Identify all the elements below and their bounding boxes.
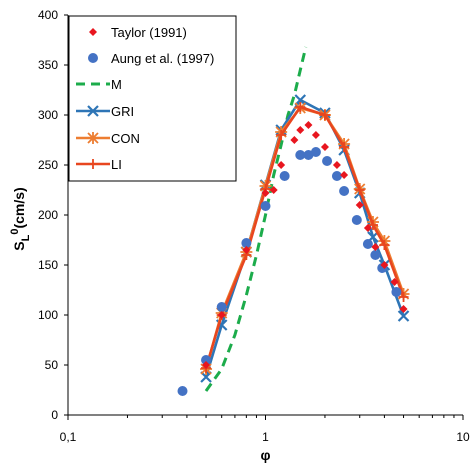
data-point bbox=[340, 171, 349, 179]
series-aung-et-al-1997 bbox=[177, 147, 402, 396]
data-point bbox=[241, 238, 252, 248]
data-point bbox=[279, 171, 290, 181]
data-point bbox=[261, 189, 270, 197]
legend-marker bbox=[89, 28, 97, 36]
y-axis-title-base: S bbox=[11, 241, 27, 250]
data-point bbox=[177, 386, 188, 396]
legend-item: LI bbox=[76, 157, 122, 172]
data-point bbox=[371, 243, 380, 251]
legend-marker bbox=[88, 159, 98, 169]
data-point bbox=[331, 171, 342, 181]
data-point bbox=[320, 143, 329, 151]
data-point bbox=[390, 278, 399, 286]
y-tick-label: 50 bbox=[45, 358, 59, 372]
y-tick-label: 400 bbox=[38, 8, 58, 22]
data-point bbox=[311, 131, 320, 139]
legend: Taylor (1991) Aung et al. (1997) M GRI CON LI bbox=[68, 15, 237, 182]
legend-label: Taylor (1991) bbox=[111, 25, 187, 40]
series-taylor-1991 bbox=[202, 121, 408, 369]
data-point bbox=[277, 161, 286, 169]
data-point bbox=[367, 220, 378, 230]
y-tick-label: 350 bbox=[38, 58, 58, 72]
data-point bbox=[355, 201, 364, 209]
data-point bbox=[201, 355, 212, 365]
y-axis-title-subscript: L bbox=[20, 234, 32, 241]
data-point bbox=[216, 302, 227, 312]
y-axis-title-unit: (cm/s) bbox=[11, 187, 27, 228]
legend-label: LI bbox=[111, 157, 122, 172]
data-point bbox=[398, 292, 409, 302]
x-tick-label: 0,1 bbox=[60, 430, 77, 444]
data-point bbox=[362, 239, 373, 249]
data-point bbox=[296, 126, 305, 134]
legend-label: GRI bbox=[111, 104, 134, 119]
legend-marker bbox=[87, 105, 99, 117]
y-axis-title-superscript: 0 bbox=[9, 229, 21, 235]
legend-item: CON bbox=[76, 131, 140, 146]
y-tick-label: 250 bbox=[38, 158, 58, 172]
y-tick-label: 100 bbox=[38, 308, 58, 322]
data-point bbox=[380, 261, 389, 269]
data-point bbox=[363, 224, 372, 232]
series-m bbox=[204, 46, 308, 392]
legend-item: Aung et al. (1997) bbox=[88, 51, 214, 66]
series-layer bbox=[177, 46, 410, 396]
legend-item: M bbox=[76, 77, 122, 92]
legend-box bbox=[68, 15, 237, 182]
axes-layer: 0 50 100 150 200 250 300 350 400 0,1 1 10 bbox=[38, 8, 470, 444]
x-tick-label: 10 bbox=[456, 430, 470, 444]
data-point bbox=[217, 311, 226, 319]
data-point bbox=[354, 185, 365, 195]
data-point bbox=[339, 186, 350, 196]
legend-label: CON bbox=[111, 131, 140, 146]
legend-label: M bbox=[111, 77, 122, 92]
y-tick-label: 300 bbox=[38, 108, 58, 122]
data-point bbox=[322, 156, 333, 166]
data-point bbox=[399, 305, 408, 313]
x-tick-label: 1 bbox=[262, 430, 269, 444]
y-tick-label: 200 bbox=[38, 208, 58, 222]
legend-marker bbox=[88, 53, 98, 63]
data-point bbox=[310, 147, 321, 157]
data-point bbox=[260, 201, 271, 211]
x-axis-title: φ bbox=[260, 447, 270, 463]
legend-item: Taylor (1991) bbox=[89, 25, 187, 40]
data-point bbox=[202, 361, 211, 369]
data-point bbox=[304, 121, 313, 129]
y-axis-title: SL0(cm/s) bbox=[9, 187, 32, 250]
legend-marker bbox=[87, 132, 99, 144]
data-point bbox=[200, 371, 212, 383]
y-tick-label: 0 bbox=[51, 408, 58, 422]
data-point bbox=[290, 136, 299, 144]
data-point bbox=[242, 246, 251, 254]
y-tick-label: 150 bbox=[38, 258, 58, 272]
data-point bbox=[351, 215, 362, 225]
data-point bbox=[319, 110, 330, 120]
data-point bbox=[397, 310, 410, 322]
data-point bbox=[339, 142, 350, 152]
data-point bbox=[295, 150, 306, 160]
data-point bbox=[269, 186, 278, 194]
series-line bbox=[204, 105, 405, 369]
data-point bbox=[332, 161, 341, 169]
data-point bbox=[294, 94, 307, 106]
legend-label: Aung et al. (1997) bbox=[111, 51, 214, 66]
data-point bbox=[295, 102, 306, 112]
data-point bbox=[370, 250, 381, 260]
data-point bbox=[379, 240, 390, 250]
series-line bbox=[204, 46, 308, 392]
legend-item: GRI bbox=[76, 104, 134, 119]
data-point bbox=[391, 287, 402, 297]
data-point bbox=[276, 130, 287, 140]
